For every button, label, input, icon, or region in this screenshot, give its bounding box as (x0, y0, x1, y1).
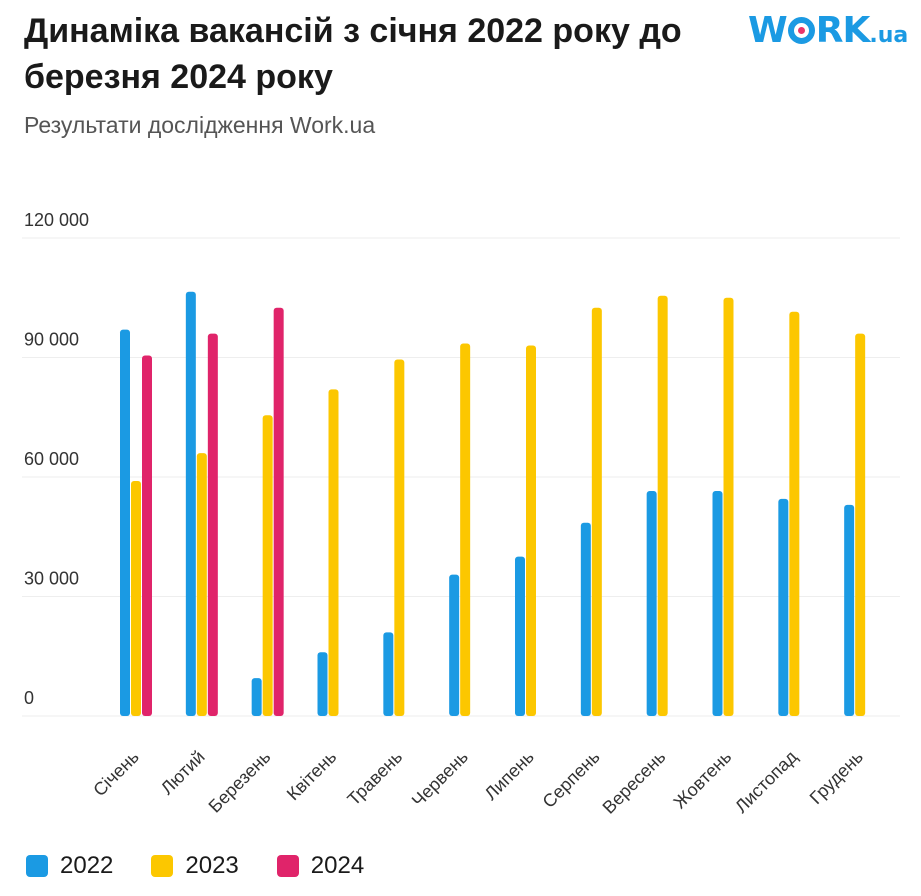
legend-item-2022: 2022 (26, 852, 113, 880)
bar-2022-4 (317, 652, 328, 716)
y-tick-label: 120 000 (24, 210, 89, 230)
legend-label: 2022 (60, 852, 114, 879)
y-tick-label: 0 (24, 688, 34, 708)
legend-swatch (151, 855, 174, 877)
bar-2023-4 (328, 389, 339, 716)
legend-label: 2024 (310, 852, 365, 879)
logo-text-rk: RK (815, 10, 871, 51)
x-tick-label: Червень (408, 747, 472, 811)
bar-2023-7 (526, 345, 536, 716)
x-tick-label: Вересень (599, 747, 670, 818)
x-tick-label: Листопад (731, 746, 801, 816)
y-tick-label: 60 000 (24, 449, 79, 469)
bar-2023-8 (591, 307, 602, 716)
bar-2022-12 (844, 504, 855, 716)
bar-2023-11 (789, 311, 800, 716)
bar-2022-3 (251, 678, 262, 716)
legend-item-2024: 2024 (276, 852, 365, 880)
bar-2024-3 (273, 307, 284, 716)
bar-2023-5 (394, 359, 405, 716)
chart-legend: 2022 2023 2024 (26, 852, 364, 880)
bar-2022-1 (120, 329, 130, 716)
bar-2023-12 (855, 333, 866, 716)
bar-2022-10 (712, 490, 723, 716)
legend-swatch (26, 855, 48, 877)
x-tick-label: Серпень (539, 747, 604, 812)
bar-2022-7 (515, 556, 525, 716)
bar-2023-3 (262, 415, 273, 716)
x-tick-label: Січень (89, 747, 143, 801)
x-tick-label: Грудень (806, 747, 867, 808)
bar-2024-2 (207, 333, 218, 716)
bar-2022-8 (580, 522, 591, 716)
x-tick-label: Жовтень (670, 747, 736, 813)
bar-2023-10 (723, 297, 734, 716)
x-tick-label: Травень (343, 747, 406, 810)
bar-2023-2 (196, 453, 207, 716)
chart-subtitle: Результати дослідження Work.ua (24, 112, 376, 138)
y-tick-label: 30 000 (24, 569, 79, 589)
logo-text-ua: .ua (869, 23, 909, 48)
bar-2022-6 (449, 574, 460, 716)
work-ua-logo: W RK .ua (748, 10, 908, 51)
legend-item-2023: 2023 (151, 852, 239, 880)
legend-swatch (276, 855, 299, 877)
vacancies-bar-chart: 0 30 000 60 000 90 000 120 000 Січень ЛютийБер… (22, 210, 900, 818)
y-tick-label: 90 000 (24, 330, 79, 350)
bar-2024-1 (142, 355, 152, 716)
chart-title: Динаміка вакансій з січня 2022 року до б… (24, 12, 682, 96)
legend-label: 2023 (185, 852, 239, 879)
bar-2023-6 (460, 343, 471, 716)
x-tick-label: Липень (481, 747, 538, 804)
x-tick-label: Квітень (283, 747, 341, 805)
logo-text-w: W (748, 10, 788, 51)
x-tick-label: Лютий (157, 747, 209, 799)
bar-2022-9 (646, 490, 657, 716)
bar-2022-5 (383, 632, 394, 716)
bar-2023-1 (131, 480, 141, 716)
x-tick-label: Березень (205, 747, 275, 817)
bar-2023-9 (657, 295, 668, 716)
bar-2022-11 (778, 498, 789, 716)
bar-2022-2 (185, 291, 196, 716)
logo-o-target-icon (787, 17, 815, 44)
